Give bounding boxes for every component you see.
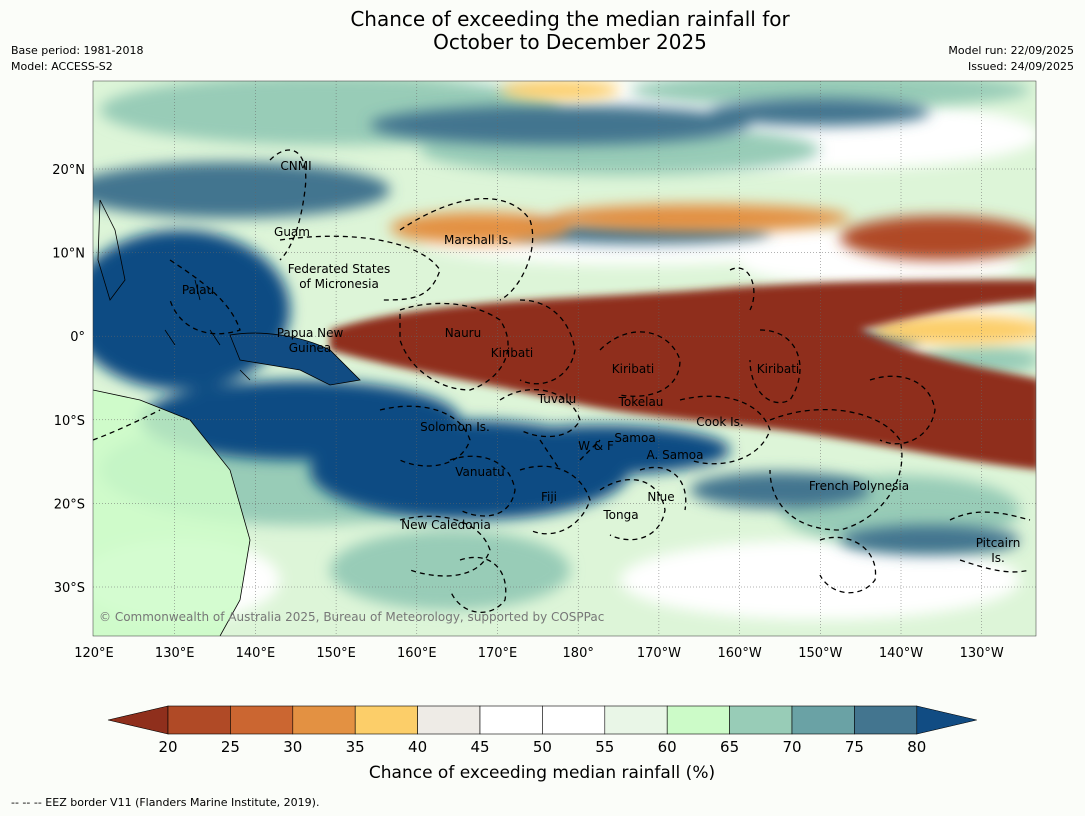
issued-date: Issued: 24/09/2025: [967, 60, 1074, 73]
lon-tick: 180°: [563, 646, 594, 661]
lon-tick: 150°E: [316, 646, 356, 661]
lon-tick: 160°W: [718, 646, 762, 661]
lon-tick: 160°E: [397, 646, 437, 661]
colorbar-swatch: [417, 705, 481, 735]
meta-right: Model run: 22/09/2025 Issued: 24/09/2025: [948, 43, 1074, 75]
label-tuvalu: Tuvalu: [537, 392, 577, 406]
base-period: Base period: 1981-2018: [11, 44, 144, 57]
rainfall-field: [93, 81, 1036, 636]
lon-tick: 120°E: [74, 646, 114, 661]
label-kiribati-east: Kiribati: [757, 362, 799, 376]
colorbar-swatch: [354, 705, 418, 735]
colorbar-swatch: [292, 705, 356, 735]
colorbar-arrow-low: [107, 705, 169, 735]
colorbar-swatch: [604, 705, 668, 735]
label-cnmi: CNMI: [280, 159, 311, 173]
colorbar-swatch: [479, 705, 543, 735]
lon-tick: 170°W: [637, 646, 681, 661]
lat-tick: 20°S: [54, 497, 85, 512]
label-kiribati-west: Kiribati: [491, 346, 533, 360]
colorbar-tick: 45: [470, 738, 489, 756]
colorbar-swatch: [666, 705, 730, 735]
label-french-polynesia: French Polynesia: [809, 479, 909, 493]
title-line-1: Chance of exceeding the median rainfall …: [350, 7, 790, 31]
label-kiribati-central: Kiribati: [612, 362, 654, 376]
label-tonga: Tonga: [602, 508, 638, 522]
label-palau: Palau: [182, 283, 214, 297]
label-wf: W & F: [578, 439, 614, 453]
colorbar-label: Chance of exceeding median rainfall (%): [369, 763, 715, 783]
colorbar-swatch: [729, 705, 793, 735]
colorbar-swatch: [542, 705, 606, 735]
lat-tick: 0°: [70, 330, 85, 345]
colorbar-arrow-high: [916, 705, 977, 735]
meta-left: Base period: 1981-2018 Model: ACCESS-S2: [11, 43, 143, 75]
colorbar-ticks: 20 25 30 35 40 45 50 55 60 65 70 75 80: [158, 738, 926, 756]
colorbar-tick: 75: [845, 738, 864, 756]
label-cook: Cook Is.: [696, 415, 743, 429]
lon-tick: 140°W: [879, 646, 923, 661]
lon-tick: 170°E: [478, 646, 518, 661]
lon-tick: 150°W: [798, 646, 842, 661]
eez-footnote: -- -- -- EEZ border V11 (Flanders Marine…: [11, 796, 320, 809]
label-pitcairn-2: Is.: [991, 551, 1005, 565]
label-pitcairn-1: Pitcairn: [976, 536, 1021, 550]
map-title: Chance of exceeding the median rainfall …: [0, 8, 1085, 54]
lon-tick: 130°W: [960, 646, 1004, 661]
colorbar-tick: 50: [533, 738, 552, 756]
label-marshall: Marshall Is.: [444, 233, 512, 247]
colorbar-tick: 60: [658, 738, 677, 756]
label-guam: Guam: [274, 225, 310, 239]
model-name: Model: ACCESS-S2: [11, 60, 113, 73]
label-samoa: Samoa: [614, 431, 655, 445]
label-solomon: Solomon Is.: [420, 420, 490, 434]
colorbar-swatch: [230, 705, 294, 735]
label-fsm-2: of Micronesia: [299, 277, 379, 291]
colorbar-tick: 40: [408, 738, 427, 756]
region-labels: CNMI Guam Marshall Is. Federated States …: [182, 159, 1020, 565]
latitude-axis: 20°N 10°N 0° 10°S 20°S 30°S: [52, 163, 85, 596]
colorbar-tick: 35: [346, 738, 365, 756]
label-niue: Niue: [647, 490, 674, 504]
copyright-notice: © Commonwealth of Australia 2025, Bureau…: [99, 610, 604, 624]
colorbar-tick: 55: [595, 738, 614, 756]
colorbar-swatch: [791, 705, 855, 735]
colorbar-tick: 70: [782, 738, 801, 756]
label-fiji: Fiji: [541, 490, 557, 504]
label-png-1: Papua New: [277, 326, 344, 340]
model-run: Model run: 22/09/2025: [948, 44, 1074, 57]
lat-tick: 20°N: [52, 163, 85, 178]
label-fsm-1: Federated States: [288, 262, 390, 276]
label-american-samoa: A. Samoa: [647, 448, 704, 462]
lat-tick: 30°S: [54, 581, 85, 596]
longitude-axis: 120°E 130°E 140°E 150°E 160°E 170°E 180°…: [74, 646, 1004, 661]
lon-tick: 140°E: [236, 646, 276, 661]
lat-tick: 10°S: [54, 414, 85, 429]
lon-tick: 130°E: [155, 646, 195, 661]
colorbar: [107, 705, 977, 735]
colorbar-swatch: [167, 705, 231, 735]
label-png-2: Guinea: [289, 341, 332, 355]
colorbar-tick: 80: [907, 738, 926, 756]
label-nauru: Nauru: [445, 326, 481, 340]
title-line-2: October to December 2025: [433, 30, 707, 54]
label-vanuatu: Vanuatu: [455, 465, 505, 479]
label-tokelau: Tokelau: [618, 395, 664, 409]
colorbar-tick: 30: [283, 738, 302, 756]
colorbar-tick: 25: [221, 738, 240, 756]
colorbar-swatch: [854, 705, 918, 735]
colorbar-tick: 20: [158, 738, 177, 756]
label-new-caledonia: New Caledonia: [401, 518, 491, 532]
lat-tick: 10°N: [52, 247, 85, 262]
colorbar-tick: 65: [720, 738, 739, 756]
